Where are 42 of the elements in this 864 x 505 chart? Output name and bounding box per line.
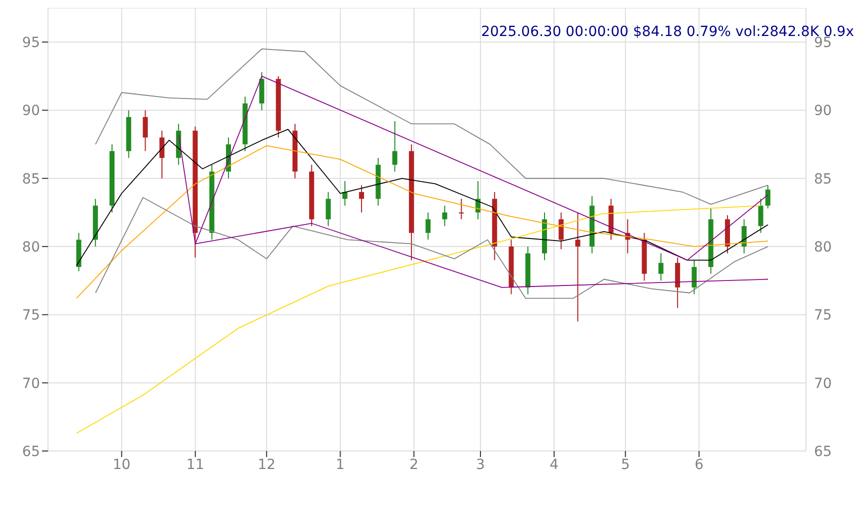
candlestick xyxy=(692,260,697,295)
x-tick-label: 10 xyxy=(112,456,131,473)
y-tick-label: 85 xyxy=(22,171,40,188)
y-tick-label: 95 xyxy=(22,35,40,52)
candlestick xyxy=(658,252,664,282)
candlestick xyxy=(558,212,564,250)
line-series xyxy=(95,197,768,299)
candlestick xyxy=(326,192,331,227)
x-tick-label: 5 xyxy=(620,456,630,473)
y2-tick-label: 75 xyxy=(814,308,832,324)
x-tick-label: 1 xyxy=(336,456,345,473)
y-tick-label: 80 xyxy=(22,240,40,256)
line-series xyxy=(76,128,768,266)
y-tick-label: 90 xyxy=(22,103,40,120)
y2-tick-label: 90 xyxy=(814,103,832,120)
candlestick xyxy=(159,130,164,179)
y2-tick-label: 80 xyxy=(814,240,832,256)
candlestick xyxy=(458,198,464,220)
y2-tick-label: 85 xyxy=(814,171,832,188)
candlestick xyxy=(765,184,770,209)
line-series xyxy=(76,145,768,299)
x-tick-label: 4 xyxy=(550,456,559,473)
x-tick-label: 11 xyxy=(186,456,204,473)
candlestick xyxy=(142,110,148,152)
y-tick-label: 65 xyxy=(22,444,40,460)
x-tick-label: 2 xyxy=(409,456,418,473)
y2-tick-label: 70 xyxy=(814,376,832,392)
x-tick-label: 3 xyxy=(476,456,485,473)
x-tick-label: 12 xyxy=(258,456,276,473)
candlestick xyxy=(758,198,764,234)
line-series xyxy=(95,48,768,205)
candlestick xyxy=(342,180,348,206)
candlestick xyxy=(359,184,364,213)
x-tick-label: 6 xyxy=(694,456,704,473)
candlestick xyxy=(442,205,448,227)
y-tick-label: 70 xyxy=(22,376,40,392)
candlestick xyxy=(742,218,747,254)
candlestick xyxy=(392,120,398,172)
candlestick xyxy=(426,212,431,240)
y-tick-label: 75 xyxy=(22,308,40,324)
candlestick xyxy=(575,212,580,322)
y2-tick-label: 65 xyxy=(814,444,832,460)
